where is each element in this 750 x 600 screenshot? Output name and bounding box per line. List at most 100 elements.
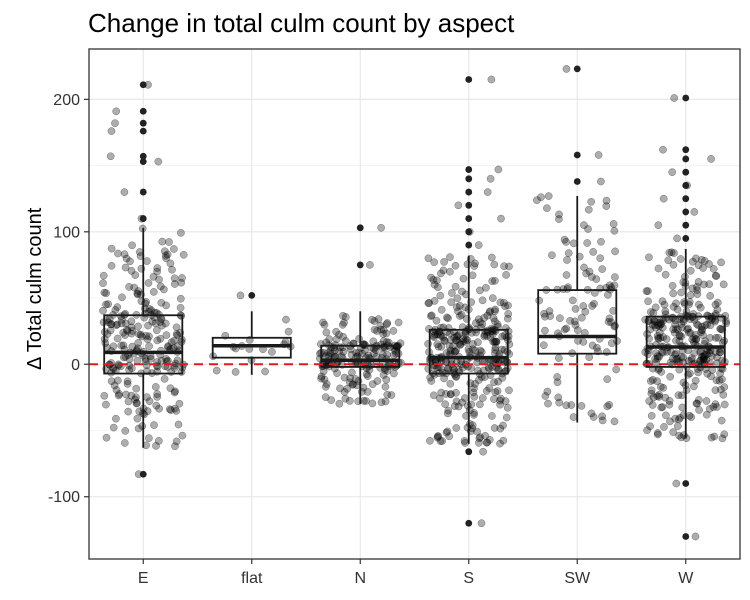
jitter-point bbox=[340, 373, 349, 382]
jitter-point bbox=[707, 155, 715, 163]
jitter-point bbox=[497, 214, 505, 223]
jitter-point bbox=[153, 393, 162, 401]
jitter-point bbox=[339, 332, 347, 341]
jitter-point bbox=[593, 343, 601, 352]
jitter-point bbox=[694, 261, 703, 270]
jitter-point bbox=[662, 335, 671, 343]
jitter-point bbox=[425, 299, 434, 307]
jitter-point bbox=[335, 347, 343, 356]
jitter-point bbox=[663, 347, 671, 356]
jitter-point bbox=[646, 308, 655, 316]
jitter-point bbox=[483, 188, 492, 196]
jitter-point bbox=[147, 306, 156, 315]
jitter-point bbox=[491, 337, 500, 346]
jitter-point bbox=[474, 315, 483, 324]
jitter-point bbox=[691, 376, 700, 385]
jitter-point bbox=[435, 394, 444, 403]
box-flat bbox=[211, 291, 292, 375]
jitter-point bbox=[459, 337, 468, 346]
jitter-point bbox=[486, 333, 495, 342]
jitter-point bbox=[490, 260, 499, 269]
jitter-point bbox=[678, 323, 686, 332]
jitter-point bbox=[444, 406, 453, 415]
jitter-point bbox=[485, 435, 494, 444]
jitter-point bbox=[537, 193, 545, 202]
jitter-point bbox=[157, 298, 166, 307]
jitter-point bbox=[360, 346, 369, 355]
jitter-point bbox=[656, 318, 664, 327]
jitter-point bbox=[451, 336, 460, 345]
jitter-point bbox=[166, 259, 175, 268]
jitter-point bbox=[488, 277, 497, 285]
jitter-point bbox=[570, 317, 579, 326]
jitter-point bbox=[171, 442, 179, 451]
jitter-point bbox=[437, 305, 446, 314]
jitter-point bbox=[452, 346, 460, 355]
jitter-point bbox=[476, 400, 484, 409]
jitter-point bbox=[151, 319, 160, 328]
jitter-point bbox=[454, 330, 463, 339]
jitter-point bbox=[686, 329, 695, 337]
jitter-point bbox=[496, 394, 505, 403]
jitter-point bbox=[145, 342, 153, 351]
outlier-point bbox=[139, 107, 147, 115]
outlier-point bbox=[248, 291, 256, 299]
jitter-point bbox=[686, 266, 695, 275]
jitter-point bbox=[102, 289, 110, 298]
jitter-point bbox=[691, 331, 700, 339]
jitter-point bbox=[655, 390, 664, 399]
jitter-point bbox=[720, 430, 729, 439]
jitter-point bbox=[658, 323, 667, 332]
jitter-point bbox=[352, 349, 361, 357]
jitter-point bbox=[117, 319, 126, 328]
jitter-point bbox=[655, 393, 663, 401]
jitter-point bbox=[284, 327, 293, 336]
jitter-point bbox=[541, 392, 550, 400]
jitter-point bbox=[453, 303, 461, 311]
jitter-point bbox=[163, 250, 172, 259]
jitter-point bbox=[382, 329, 391, 338]
jitter-point bbox=[125, 355, 134, 364]
jitter-point bbox=[429, 391, 438, 400]
outlier-point bbox=[573, 65, 581, 73]
jitter-point bbox=[690, 382, 698, 391]
jitter-point bbox=[671, 350, 679, 359]
jitter-point bbox=[335, 330, 343, 339]
jitter-point bbox=[647, 389, 656, 398]
jitter-point bbox=[657, 368, 666, 376]
jitter-point bbox=[654, 334, 663, 343]
box-N bbox=[320, 224, 401, 405]
jitter-point bbox=[647, 411, 656, 420]
jitter-point bbox=[120, 250, 129, 259]
jitter-point bbox=[694, 278, 703, 286]
jitter-point bbox=[121, 331, 129, 339]
jitter-point bbox=[714, 333, 723, 342]
jitter-point bbox=[111, 119, 119, 128]
jitter-point bbox=[450, 333, 459, 342]
jitter-point bbox=[700, 351, 709, 359]
jitter-point bbox=[705, 405, 714, 413]
jitter-point bbox=[554, 354, 563, 362]
jitter-point bbox=[675, 415, 683, 424]
plot-border bbox=[88, 48, 741, 560]
jitter-point bbox=[677, 320, 686, 328]
jitter-point bbox=[644, 297, 652, 306]
jitter-point bbox=[544, 192, 553, 200]
jitter-point bbox=[711, 400, 720, 409]
box-S bbox=[428, 76, 509, 527]
jitter-point bbox=[383, 350, 391, 359]
jitter-point bbox=[446, 253, 454, 261]
jitter-point bbox=[348, 368, 356, 377]
jitter-point bbox=[603, 402, 612, 411]
jitter-point bbox=[447, 298, 456, 307]
jitter-point bbox=[480, 373, 489, 381]
jitter-point bbox=[358, 349, 367, 358]
jitter-point bbox=[700, 257, 709, 265]
jitter-point bbox=[569, 413, 578, 421]
jitter-point bbox=[106, 152, 115, 161]
jitter-point bbox=[693, 290, 702, 299]
jitter-point bbox=[434, 283, 442, 292]
jitter-point bbox=[109, 423, 118, 432]
jitter-point bbox=[698, 326, 706, 335]
jitter-point bbox=[703, 320, 711, 329]
